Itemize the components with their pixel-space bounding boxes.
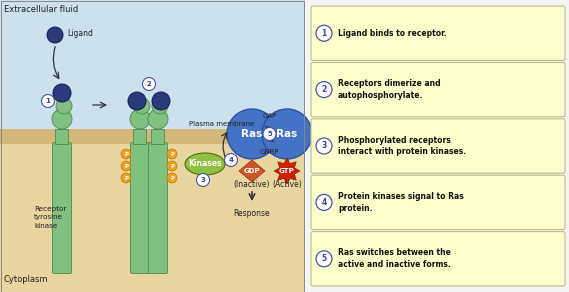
Circle shape [227,109,277,159]
Text: Response: Response [234,209,270,218]
Text: GNRP: GNRP [260,149,279,155]
Bar [305,0,569,292]
Circle shape [53,84,71,102]
FancyBboxPatch shape [311,62,565,117]
Text: GAP: GAP [262,113,277,119]
Text: 4: 4 [321,198,327,207]
Circle shape [167,173,177,183]
Text: Kinases: Kinases [188,159,222,168]
Circle shape [316,251,332,267]
Ellipse shape [152,98,168,114]
Circle shape [121,161,131,171]
Text: P: P [170,164,174,168]
Text: GTP: GTP [279,168,295,174]
Circle shape [225,154,237,166]
Text: P: P [124,175,128,180]
FancyBboxPatch shape [149,142,167,274]
Text: 1: 1 [321,29,327,38]
Circle shape [316,25,332,41]
Ellipse shape [130,109,150,129]
Text: Ras: Ras [277,129,298,139]
Polygon shape [239,160,265,182]
Text: P: P [124,164,128,168]
FancyBboxPatch shape [311,119,565,173]
Text: P: P [170,152,174,157]
Text: Plasma membrane: Plasma membrane [189,121,254,127]
Circle shape [128,92,146,110]
FancyBboxPatch shape [130,142,150,274]
Bar [0,129,305,144]
Text: Ligand binds to receptor.: Ligand binds to receptor. [338,29,447,38]
Text: Cytoplasm: Cytoplasm [4,275,48,284]
Circle shape [167,149,177,159]
Bar [1,1,304,291]
Bar [134,129,146,144]
FancyBboxPatch shape [311,232,565,286]
Circle shape [167,161,177,171]
Text: P: P [170,175,174,180]
Circle shape [316,194,332,211]
Circle shape [47,27,63,43]
Ellipse shape [52,109,72,129]
Circle shape [263,128,276,140]
Ellipse shape [134,98,150,114]
Circle shape [142,77,155,91]
Bar [0,0,305,129]
Text: Ligand: Ligand [67,29,93,37]
Circle shape [316,81,332,98]
Text: (Active): (Active) [272,180,302,190]
Circle shape [152,92,170,110]
Circle shape [316,138,332,154]
Ellipse shape [185,153,225,175]
Text: Extracellular fluid: Extracellular fluid [4,5,79,14]
Bar [0,144,305,292]
Circle shape [262,109,312,159]
Ellipse shape [56,98,72,114]
FancyBboxPatch shape [52,142,72,274]
Text: GDP: GDP [244,168,260,174]
Bar [56,129,68,144]
Text: 4: 4 [229,157,233,163]
FancyBboxPatch shape [311,6,565,60]
Text: 3: 3 [321,142,327,150]
Text: 1: 1 [46,98,51,104]
Circle shape [196,173,209,187]
Text: 5: 5 [321,254,327,263]
Ellipse shape [148,109,168,129]
Text: Phosphorylated receptors
interact with protein kinases.: Phosphorylated receptors interact with p… [338,135,466,157]
Text: Protein kinases signal to Ras
protein.: Protein kinases signal to Ras protein. [338,192,464,213]
Text: 2: 2 [321,85,327,94]
Circle shape [121,173,131,183]
Text: Receptors dimerize and
autophosphorylate.: Receptors dimerize and autophosphorylate… [338,79,440,100]
Polygon shape [274,158,300,184]
Text: 2: 2 [147,81,151,87]
Text: P: P [124,152,128,157]
Text: Receptor
tyrosine
kinase: Receptor tyrosine kinase [34,206,67,229]
Bar [151,129,164,144]
Text: Ras switches between the
active and inactive forms.: Ras switches between the active and inac… [338,248,451,269]
Text: 3: 3 [200,177,205,183]
Text: 5: 5 [267,131,272,137]
Circle shape [121,149,131,159]
Text: Ras: Ras [241,129,263,139]
Text: (Inactive): (Inactive) [234,180,270,189]
FancyBboxPatch shape [311,175,565,230]
Circle shape [42,95,55,107]
